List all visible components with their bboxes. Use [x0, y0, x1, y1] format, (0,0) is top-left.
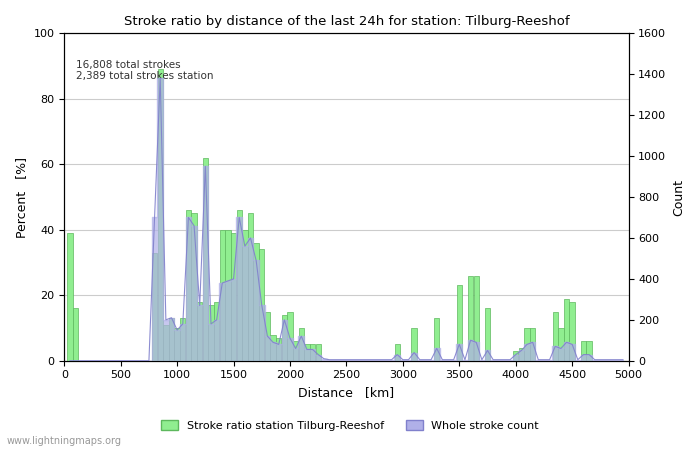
Y-axis label: Count: Count — [672, 179, 685, 216]
Bar — [186, 210, 191, 361]
Bar — [73, 308, 78, 361]
Bar — [513, 351, 519, 361]
Bar — [180, 318, 186, 361]
Text: 16,808 total strokes
2,389 total strokes station: 16,808 total strokes 2,389 total strokes… — [76, 59, 213, 81]
Bar — [220, 230, 225, 361]
Bar — [231, 233, 237, 361]
Bar — [191, 213, 197, 361]
Bar — [281, 315, 287, 361]
Legend: Stroke ratio station Tilburg-Reeshof, Whole stroke count: Stroke ratio station Tilburg-Reeshof, Wh… — [157, 416, 543, 436]
Bar — [558, 328, 564, 361]
Bar — [67, 233, 73, 361]
Bar — [158, 69, 163, 361]
Bar — [310, 344, 315, 361]
Bar — [299, 328, 304, 361]
Bar — [197, 302, 202, 361]
Bar — [169, 318, 174, 361]
Y-axis label: Percent   [%]: Percent [%] — [15, 157, 28, 238]
Bar — [395, 344, 400, 361]
X-axis label: Distance   [km]: Distance [km] — [298, 386, 395, 399]
Bar — [259, 249, 265, 361]
Bar — [174, 328, 180, 361]
Bar — [152, 253, 158, 361]
Bar — [248, 213, 253, 361]
Title: Stroke ratio by distance of the last 24h for station: Tilburg-Reeshof: Stroke ratio by distance of the last 24h… — [124, 15, 569, 28]
Bar — [552, 311, 558, 361]
Bar — [564, 298, 569, 361]
Bar — [456, 285, 462, 361]
Bar — [304, 344, 309, 361]
Bar — [519, 348, 524, 361]
Text: www.lightningmaps.org: www.lightningmaps.org — [7, 436, 122, 446]
Bar — [485, 308, 490, 361]
Bar — [570, 302, 575, 361]
Bar — [293, 341, 298, 361]
Bar — [434, 318, 440, 361]
Bar — [265, 311, 270, 361]
Bar — [316, 344, 321, 361]
Bar — [163, 325, 169, 361]
Bar — [237, 210, 242, 361]
Bar — [253, 243, 259, 361]
Bar — [209, 305, 214, 361]
Bar — [214, 302, 219, 361]
Bar — [203, 158, 208, 361]
Bar — [276, 338, 281, 361]
Bar — [587, 341, 592, 361]
Bar — [225, 230, 230, 361]
Bar — [474, 275, 479, 361]
Bar — [412, 328, 416, 361]
Bar — [270, 334, 276, 361]
Bar — [468, 275, 473, 361]
Bar — [524, 328, 530, 361]
Bar — [242, 230, 248, 361]
Bar — [581, 341, 586, 361]
Bar — [287, 311, 293, 361]
Bar — [530, 328, 536, 361]
